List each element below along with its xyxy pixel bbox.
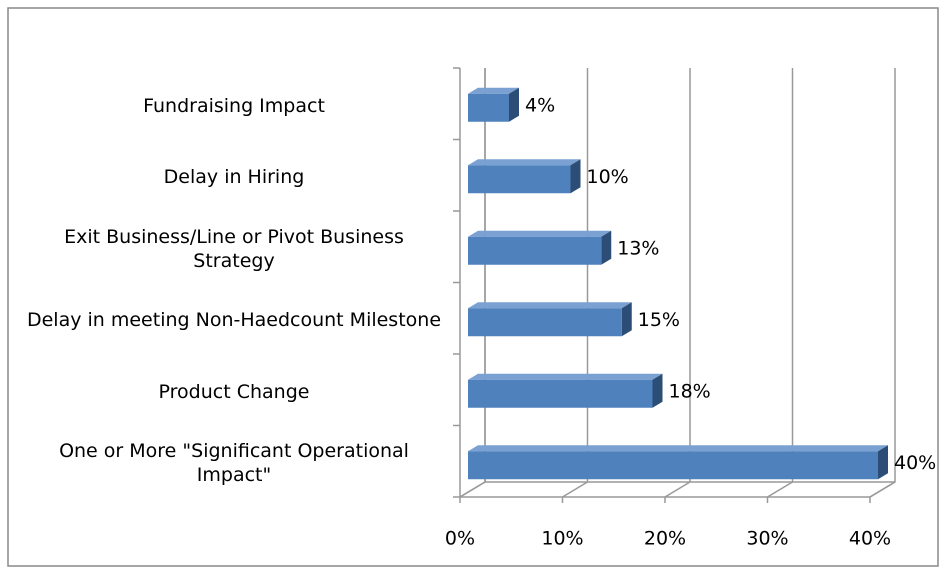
x-tick-label: 10% [541,528,583,550]
value-label: 13% [617,237,659,259]
category-label: Product Change [158,380,310,403]
grid-line [767,68,794,498]
category-label: One or More "Significant Operational Imp… [59,440,409,487]
value-label: 10% [587,166,629,188]
bar-top [468,445,888,452]
bar-front [468,308,622,337]
bar [468,230,612,265]
bar-side [878,445,888,480]
bar-side [570,159,581,194]
bar [468,87,519,122]
bar-top [468,159,581,166]
bar-side [601,230,612,265]
x-tick-label: 20% [644,528,686,550]
bar-top [468,373,663,380]
value-label: 4% [525,94,555,116]
category-label: Fundraising Impact [143,94,325,117]
bar [468,159,581,194]
category-label: Delay in Hiring [163,166,305,189]
bar [468,302,632,337]
value-label: 40% [894,452,936,474]
category-label: Exit Business/Line or Pivot Business Str… [64,225,404,272]
bar-front [468,236,602,265]
grid-line [869,68,896,498]
bar-side [621,302,632,337]
value-label: 15% [638,309,680,331]
bar-front [468,451,878,480]
bar-side [652,373,663,408]
value-label: 18% [669,380,711,402]
grid-line [562,68,589,498]
grid-line [664,68,691,498]
bar [468,445,888,480]
bar-front [468,379,653,408]
bar-top [468,302,632,309]
x-tick-label: 30% [746,528,788,550]
grid-line [459,68,486,498]
bar-side [509,87,519,122]
bar-front [468,93,509,122]
bar-top [468,230,612,237]
bar-front [468,165,571,194]
bar [468,373,663,408]
x-tick-label: 40% [849,528,891,550]
x-tick-label: 0% [445,528,475,550]
bar-top [468,87,519,94]
category-label: Delay in meeting Non-Haedcount Milestone [26,309,442,332]
